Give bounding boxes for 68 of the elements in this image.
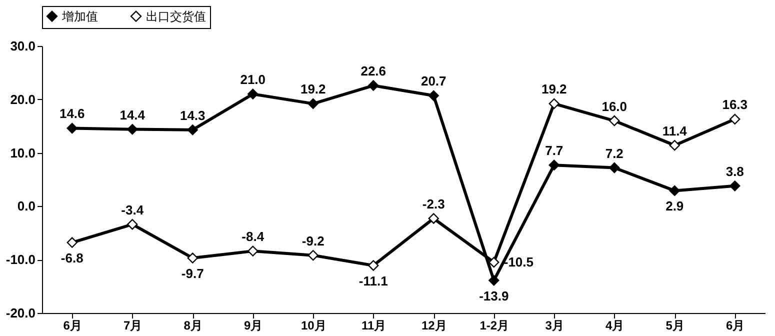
point: [248, 246, 258, 256]
x-tick-label: 4月: [606, 318, 624, 332]
point: [187, 252, 198, 264]
data-label: 7.7: [545, 143, 564, 158]
point: [609, 162, 620, 174]
point: [730, 114, 740, 124]
y-tick-label: 0.0: [17, 198, 36, 214]
point: [669, 185, 680, 196]
data-label: -2.3: [422, 196, 445, 212]
data-label: -10.5: [504, 254, 534, 270]
data-label: -9.2: [302, 233, 324, 248]
y-tick-label: 20.0: [10, 92, 36, 107]
data-label: -6.8: [60, 250, 84, 266]
point: [248, 88, 258, 100]
y-tick-label: 30.0: [10, 38, 36, 54]
point: [428, 90, 439, 102]
point: [308, 250, 318, 261]
data-label: -13.9: [479, 288, 509, 304]
point: [609, 115, 620, 126]
x-tick-label: 6月: [726, 318, 745, 332]
y-tick-label: 10.0: [10, 145, 36, 160]
y-tick-label: -10.0: [6, 252, 36, 268]
point: [488, 256, 500, 268]
data-label: -11.1: [358, 273, 388, 288]
data-label: 22.6: [360, 64, 386, 79]
data-label: 11.4: [662, 123, 688, 138]
legend-label: 增加值: [61, 9, 98, 24]
point: [308, 98, 318, 110]
point: [488, 275, 500, 286]
point: [127, 219, 138, 230]
data-label: -3.4: [121, 202, 144, 218]
data-label: 3.8: [726, 164, 744, 179]
data-label: -8.4: [242, 229, 265, 244]
y-tick-label: -20.0: [6, 306, 36, 320]
data-label: 16.0: [602, 98, 628, 114]
data-label: -9.7: [181, 266, 204, 281]
point: [548, 160, 560, 170]
x-tick-label: 7月: [124, 318, 142, 332]
point: [127, 124, 138, 135]
data-label: 16.3: [722, 97, 748, 112]
point: [66, 237, 78, 248]
x-tick-label: 6月: [63, 318, 82, 332]
data-label: 14.3: [180, 108, 206, 123]
x-tick-label: 5月: [666, 318, 684, 332]
x-tick-label: 9月: [244, 318, 263, 332]
data-label: 2.9: [666, 198, 684, 214]
data-label: 7.2: [605, 146, 624, 161]
legend-label: 出口交货值: [146, 9, 206, 24]
data-label: 19.2: [300, 82, 326, 97]
point: [548, 98, 560, 110]
data-label: 19.2: [541, 82, 567, 97]
data-label: 20.7: [420, 74, 446, 89]
x-tick-label: 11月: [362, 318, 386, 332]
point: [66, 122, 78, 134]
point: [187, 124, 198, 136]
x-tick-label: 3月: [545, 318, 564, 332]
point: [669, 140, 680, 151]
point: [428, 213, 439, 224]
point: [730, 180, 740, 192]
point: [368, 80, 379, 91]
point: [368, 260, 379, 271]
x-tick-label: 1-2月: [480, 318, 510, 332]
data-label: 14.6: [59, 106, 85, 122]
data-label: 21.0: [240, 72, 266, 88]
x-tick-label: 10月: [300, 318, 326, 332]
x-tick-label: 8月: [184, 318, 202, 332]
data-label: 14.4: [120, 107, 146, 122]
x-tick-label: 12月: [421, 318, 447, 332]
